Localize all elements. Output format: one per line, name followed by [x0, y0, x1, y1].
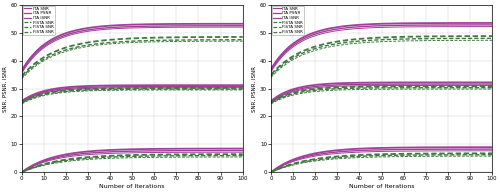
Legend: ITA SNR, ITA PSNR, ITA ISNR, FISTA SNR, FISTA SNR, FISTA SNR: ITA SNR, ITA PSNR, ITA ISNR, FISTA SNR, …	[22, 6, 54, 35]
Legend: ITA SNR, ITA PSNR, ITA ISNR, FISTA SNR, FISTA SNR, FISTA SNR: ITA SNR, ITA PSNR, ITA ISNR, FISTA SNR, …	[272, 6, 304, 35]
X-axis label: Number of Iterations: Number of Iterations	[100, 184, 165, 189]
X-axis label: Number of Iterations: Number of Iterations	[349, 184, 414, 189]
Y-axis label: SNR, PSNR, ISNR: SNR, PSNR, ISNR	[252, 65, 257, 112]
Y-axis label: SNR, PSNR, ISNR: SNR, PSNR, ISNR	[3, 65, 8, 112]
